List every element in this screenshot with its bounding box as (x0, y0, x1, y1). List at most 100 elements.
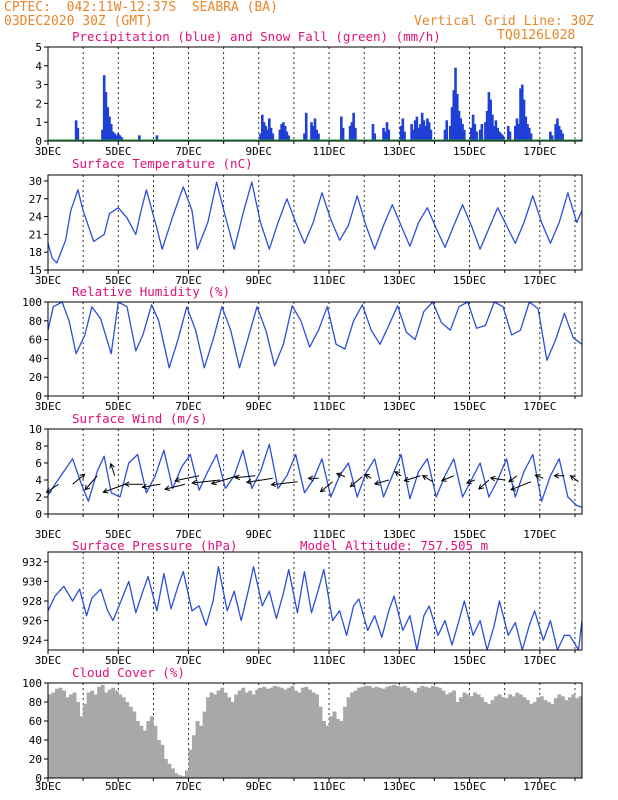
cloud-bar (399, 686, 404, 778)
cloud-bar (325, 725, 330, 778)
cloud-bar (329, 716, 333, 778)
precip-bar (111, 131, 115, 141)
y-tick-label: 18 (29, 246, 42, 259)
precip-bar (419, 124, 422, 141)
cloud-bar (255, 689, 260, 778)
wind-arrow (440, 475, 454, 482)
wind-arrow-head (109, 462, 115, 469)
precip-bar (559, 129, 563, 141)
wind-arrow-head (478, 484, 484, 490)
x-tick-label: 5DEC (105, 654, 132, 667)
precip-bar (470, 127, 473, 141)
precip-bar (403, 131, 406, 141)
precip-bar (310, 122, 313, 141)
precip-bar (485, 110, 489, 141)
cloud-bar (508, 694, 513, 778)
precip-bar (455, 94, 459, 141)
temperature-title: Surface Temperature (nC) (72, 156, 253, 171)
precip-bar (443, 129, 447, 141)
cloud-bar (65, 697, 70, 778)
pressure-series-line (47, 566, 583, 651)
x-tick-label: 9DEC (246, 145, 273, 158)
precip-bar (426, 118, 429, 141)
precip-bar (561, 133, 564, 141)
precip-bar (517, 124, 521, 141)
cloud-bar (72, 692, 77, 778)
x-tick-label: 5DEC (105, 145, 132, 158)
x-tick-label: 13DEC (383, 780, 416, 793)
wind-arrow-shaft (478, 479, 490, 490)
cloud-title: Cloud Cover (%) (72, 665, 185, 680)
y-tick-label: 27 (29, 193, 42, 206)
precip-bar (383, 131, 387, 141)
cloud-bar (170, 768, 175, 778)
wind-arrow (508, 475, 518, 483)
x-tick-label: 5DEC (105, 780, 132, 793)
cloud-bar (452, 690, 456, 778)
y-tick-label: 20 (29, 753, 42, 766)
x-tick-label: 13DEC (383, 528, 416, 541)
cloud-bar (125, 702, 130, 778)
y-tick-label: 928 (22, 595, 42, 608)
wind-arrow-head (141, 483, 148, 490)
cloud-bar (251, 694, 256, 778)
cloud-bar (336, 719, 340, 778)
precip-bar (371, 124, 375, 141)
precip-bar (524, 116, 528, 141)
precip-bar (412, 129, 415, 141)
precip-bar (282, 122, 285, 141)
cloud-bar (525, 700, 530, 778)
cloud-bar (473, 692, 478, 778)
x-tick-label: 5DEC (105, 274, 132, 287)
wind-arrow (364, 473, 372, 479)
wind-arrow-head (174, 477, 180, 483)
wind-arrow-head (102, 488, 109, 494)
cloud-bar (522, 697, 527, 778)
cloud-bar (206, 697, 211, 778)
x-tick-label: 5DEC (105, 400, 132, 413)
cloud-bar (353, 690, 358, 778)
x-tick-label: 3DEC (35, 145, 62, 158)
y-tick-label: 20 (29, 371, 42, 384)
wind-arrow-shaft (84, 475, 98, 491)
y-tick-label: 0 (35, 508, 42, 521)
cloud-bar (311, 692, 316, 778)
cloud-bar (571, 694, 576, 778)
cloud-bar (392, 684, 397, 778)
cloud-bar (374, 686, 379, 778)
wind-arrow-shaft (441, 475, 454, 482)
precip-bar (445, 120, 449, 141)
cloud-bar (258, 687, 263, 778)
x-tick-label: 15DEC (453, 274, 486, 287)
y-tick-label: 930 (22, 575, 42, 588)
x-tick-label: 15DEC (453, 145, 486, 158)
cloud-bar (315, 694, 319, 778)
y-tick-label: 10 (29, 423, 42, 436)
cloud-bar (262, 686, 267, 778)
cloud-bar (448, 692, 453, 778)
cloud-bar (248, 690, 253, 778)
wind-arrow (174, 475, 200, 483)
wind-arrow-shaft (570, 475, 579, 483)
y-tick-label: 2 (35, 97, 42, 110)
precip-bar (450, 107, 454, 141)
precip-bar (350, 122, 354, 141)
precip-bar (508, 131, 512, 141)
wind-arrow-shaft (510, 481, 532, 491)
cloud-bar (557, 694, 562, 778)
precip-bar (118, 135, 122, 141)
cloud-bar (434, 686, 439, 778)
cloud-bar (58, 687, 63, 778)
wind-arrow-head (553, 472, 560, 479)
x-tick-label: 3DEC (35, 528, 62, 541)
y-tick-label: 40 (29, 734, 42, 747)
y-tick-label: 0 (35, 390, 42, 403)
y-tick-label: 100 (22, 677, 42, 690)
precip-bar (261, 114, 264, 141)
wind-arrow (465, 478, 476, 485)
cloud-bar (234, 694, 239, 778)
cloud-bar (195, 721, 200, 778)
wind-arrow (84, 475, 98, 491)
cloud-bar (532, 702, 537, 778)
x-tick-label: 11DEC (312, 400, 345, 413)
